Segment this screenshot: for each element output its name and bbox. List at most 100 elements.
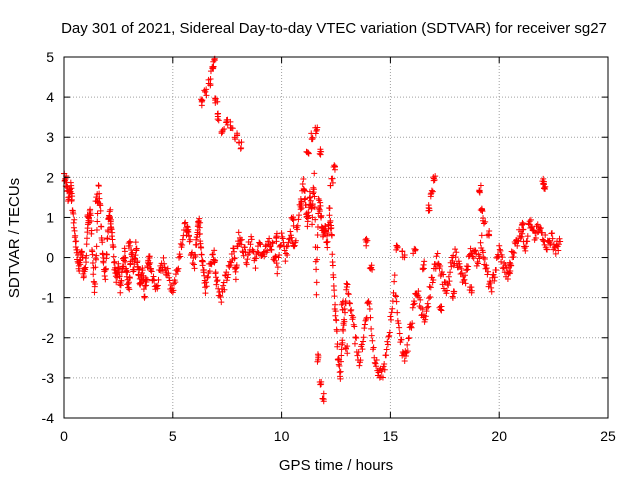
data-point — [256, 240, 263, 247]
data-point — [519, 230, 526, 237]
data-point — [110, 253, 117, 260]
data-point — [274, 264, 281, 271]
data-point — [82, 264, 89, 271]
data-point — [340, 327, 347, 334]
data-point — [381, 366, 388, 373]
data-point — [283, 243, 290, 250]
data-point — [217, 293, 224, 300]
data-point — [486, 232, 493, 239]
data-point — [233, 262, 240, 269]
data-point — [104, 235, 111, 242]
data-point — [472, 247, 479, 254]
data-point — [89, 259, 96, 266]
data-point — [379, 374, 386, 381]
data-point — [383, 346, 390, 353]
data-point — [403, 349, 410, 356]
data-point — [329, 179, 336, 186]
data-point — [206, 268, 213, 275]
data-point — [428, 187, 435, 194]
data-point — [438, 303, 445, 310]
data-point — [308, 135, 315, 142]
data-point — [89, 251, 96, 258]
data-point — [269, 239, 276, 246]
data-point — [290, 222, 297, 229]
data-point — [102, 276, 109, 283]
data-point — [356, 362, 363, 369]
data-point — [506, 259, 513, 266]
data-point — [205, 80, 212, 87]
data-point — [248, 236, 255, 243]
data-point — [524, 233, 531, 240]
y-tick-label: 4 — [46, 89, 54, 105]
data-point — [497, 247, 504, 254]
data-point — [556, 235, 563, 242]
data-point — [540, 178, 547, 185]
data-point — [309, 201, 316, 208]
data-point — [140, 286, 147, 293]
data-point — [214, 98, 221, 105]
data-point — [502, 262, 509, 269]
data-point — [542, 232, 549, 239]
data-point — [339, 339, 346, 346]
data-point — [184, 228, 191, 235]
data-point — [211, 247, 218, 254]
data-point — [121, 248, 128, 255]
data-point — [220, 279, 227, 286]
data-point — [324, 238, 331, 245]
data-point — [419, 306, 426, 313]
data-point — [107, 218, 114, 225]
data-point — [238, 236, 245, 243]
data-point — [478, 232, 485, 239]
data-point — [480, 249, 487, 256]
data-point — [148, 265, 155, 272]
data-point — [399, 248, 406, 255]
data-point — [328, 225, 335, 232]
data-point — [324, 244, 331, 251]
data-point — [337, 368, 344, 375]
data-point — [392, 292, 399, 299]
data-point — [110, 243, 117, 250]
data-point — [204, 274, 211, 281]
data-point — [388, 316, 395, 323]
data-point — [343, 286, 350, 293]
data-point — [345, 290, 352, 297]
data-point — [94, 210, 101, 217]
data-point — [398, 336, 405, 343]
data-point — [203, 279, 210, 286]
chart-title: Day 301 of 2021, Sidereal Day-to-day VTE… — [61, 20, 607, 37]
data-point — [92, 264, 99, 271]
data-point — [117, 289, 124, 296]
data-point — [463, 267, 470, 274]
data-point — [85, 214, 92, 221]
data-point — [396, 330, 403, 337]
data-point — [443, 287, 450, 294]
data-point — [264, 247, 271, 254]
data-point — [212, 95, 219, 102]
data-point — [331, 287, 338, 294]
data-point — [231, 134, 238, 141]
data-point — [481, 256, 488, 263]
data-point — [539, 229, 546, 236]
data-point — [415, 288, 422, 295]
data-point — [552, 250, 559, 257]
data-point — [326, 205, 333, 212]
data-point — [191, 265, 198, 272]
data-point — [217, 292, 224, 299]
x-tick-label: 15 — [383, 428, 399, 444]
data-point — [176, 254, 183, 261]
data-point — [301, 187, 308, 194]
data-point — [415, 294, 422, 301]
data-point — [213, 281, 220, 288]
data-point — [381, 360, 388, 367]
data-point — [332, 308, 339, 315]
data-point — [423, 308, 430, 315]
data-point — [518, 222, 525, 229]
data-point — [93, 243, 100, 250]
data-point — [98, 223, 105, 230]
data-point — [420, 261, 427, 268]
data-point — [174, 268, 181, 275]
data-point — [465, 263, 472, 270]
data-point — [314, 231, 321, 238]
x-tick-label: 25 — [600, 428, 616, 444]
data-point — [194, 223, 201, 230]
